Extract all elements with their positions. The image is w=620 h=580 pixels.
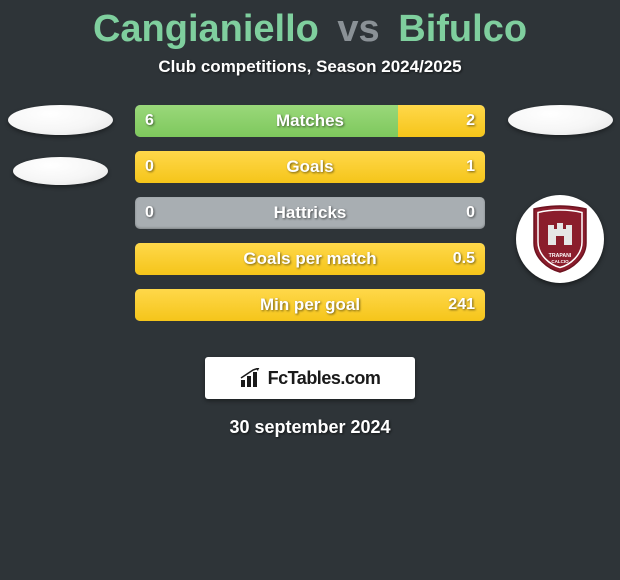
stat-value-right: 1: [466, 151, 475, 183]
subtitle: Club competitions, Season 2024/2025: [0, 57, 620, 77]
date-text: 30 september 2024: [0, 417, 620, 438]
stat-value-left: 6: [145, 105, 154, 137]
club-placeholder-icon: [13, 157, 108, 185]
vs-text: vs: [337, 8, 379, 50]
stat-value-left: 0: [145, 151, 154, 183]
stat-row: Goals per match0.5: [135, 243, 485, 275]
stat-row: Hattricks0 0: [135, 197, 485, 229]
stat-label: Goals: [135, 151, 485, 183]
stat-label: Min per goal: [135, 289, 485, 321]
stat-label: Hattricks: [135, 197, 485, 229]
comparison-bars: Matches62Goals01Hattricks00Goals per mat…: [135, 105, 485, 321]
avatar-placeholder-icon: [508, 105, 613, 135]
stat-value-right: 241: [448, 289, 475, 321]
fctables-logo-text: FcTables.com: [268, 368, 381, 389]
stat-value-right: 0: [466, 197, 475, 229]
chart-area: TRAPANI CALCIO Matches62Goals01Hattricks…: [0, 105, 620, 335]
stat-label: Matches: [135, 105, 485, 137]
stat-value-right: 0.5: [453, 243, 475, 275]
avatar-placeholder-icon: [8, 105, 113, 135]
stat-label: Goals per match: [135, 243, 485, 275]
stat-value-left: 0: [145, 197, 154, 229]
page-title: Cangianiello vs Bifulco: [0, 8, 620, 51]
trapani-shield-icon: TRAPANI CALCIO: [526, 203, 594, 275]
bar-chart-icon: [240, 368, 264, 388]
left-side-column: [0, 105, 120, 185]
player2-name: Bifulco: [398, 8, 527, 50]
root: Cangianiello vs Bifulco Club competition…: [0, 0, 620, 438]
svg-text:CALCIO: CALCIO: [551, 259, 569, 264]
right-side-column: TRAPANI CALCIO: [500, 105, 620, 283]
fctables-logo: FcTables.com: [205, 357, 415, 399]
stat-row: Matches6 2: [135, 105, 485, 137]
stat-row: Goals0 1: [135, 151, 485, 183]
club-crest: TRAPANI CALCIO: [516, 195, 604, 283]
stat-value-right: 2: [466, 105, 475, 137]
player1-name: Cangianiello: [93, 8, 319, 50]
stat-row: Min per goal241: [135, 289, 485, 321]
